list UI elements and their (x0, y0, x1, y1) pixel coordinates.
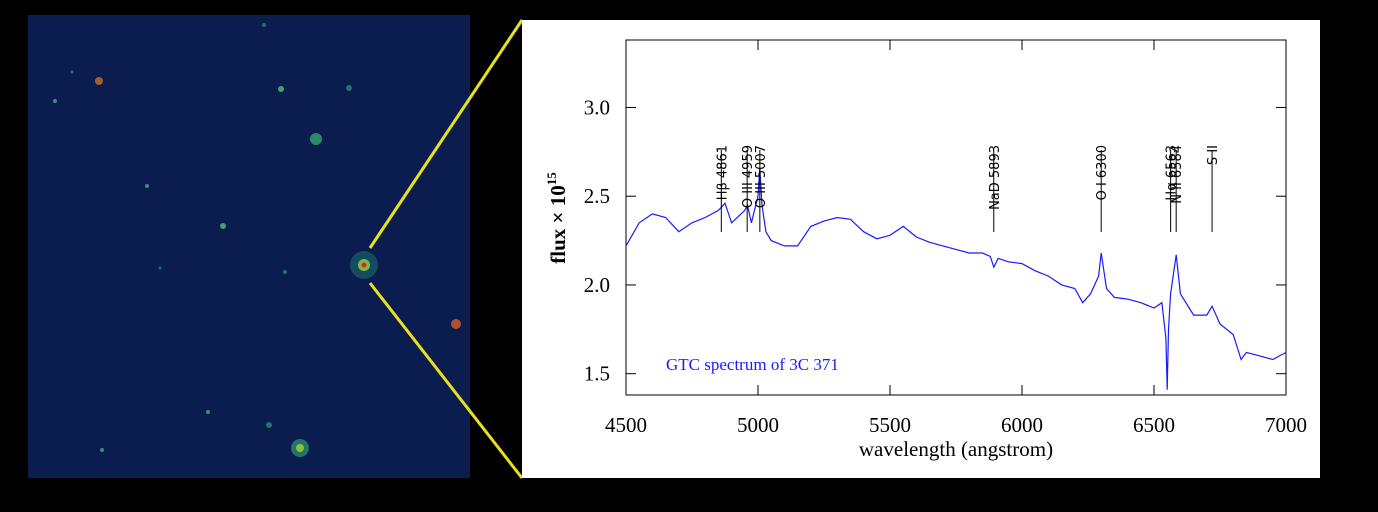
star (283, 270, 287, 274)
zoom-line (368, 282, 524, 479)
plot: 4500 5000 5500 6000 6500 7000 1.5 2.0 2.5 3.0 Hβ 4… (584, 40, 1307, 437)
star (145, 184, 149, 188)
y-tick-label: 2.0 (584, 273, 610, 297)
line-label: Hβ 4861 (715, 145, 730, 200)
spectrum-line (625, 167, 1287, 390)
target-core (361, 262, 367, 268)
y-tick-label: 3.0 (584, 95, 610, 119)
x-tick-label: 5000 (737, 413, 779, 437)
star (206, 410, 210, 414)
star (278, 86, 284, 92)
line-label: O I 6300 (1095, 145, 1110, 200)
star (70, 70, 74, 74)
star (451, 319, 461, 329)
x-tick-label: 5500 (869, 413, 911, 437)
star (53, 99, 57, 103)
caption: GTC spectrum of 3C 371 (666, 355, 839, 374)
plot-frame (625, 39, 1287, 396)
y-tick-label: 2.5 (584, 184, 610, 208)
line-label: O III 5007 (754, 145, 769, 208)
y-axis-label: flux × 1015 (544, 172, 570, 264)
star (266, 422, 272, 428)
sky-image (28, 15, 470, 478)
star (220, 223, 226, 229)
y-axis-label-base: flux × 10 (546, 185, 570, 263)
star (95, 77, 103, 85)
line-label: NaD 5893 (988, 145, 1003, 210)
y-tick-label: 1.5 (584, 362, 610, 386)
spectrum-panel (522, 20, 1320, 478)
line-label: N II 6584 (1170, 145, 1185, 204)
x-axis-label: wavelength (angstrom) (859, 437, 1053, 461)
zoom-line (368, 19, 524, 249)
x-tick-label: 6000 (1001, 413, 1043, 437)
y-axis-label-group: flux × 1015 (544, 172, 570, 264)
star (296, 444, 304, 452)
y-axis-label-exponent: 15 (544, 172, 559, 186)
x-tick-label: 6500 (1133, 413, 1175, 437)
star (100, 448, 104, 452)
sky-field (28, 15, 470, 478)
line-label: S II (1206, 145, 1221, 165)
x-tick-label: 4500 (605, 413, 647, 437)
x-tick-label: 7000 (1265, 413, 1307, 437)
star (310, 133, 322, 145)
star (262, 23, 266, 27)
star (158, 266, 162, 270)
star (346, 85, 352, 91)
line-label: O III 4959 (741, 145, 756, 208)
